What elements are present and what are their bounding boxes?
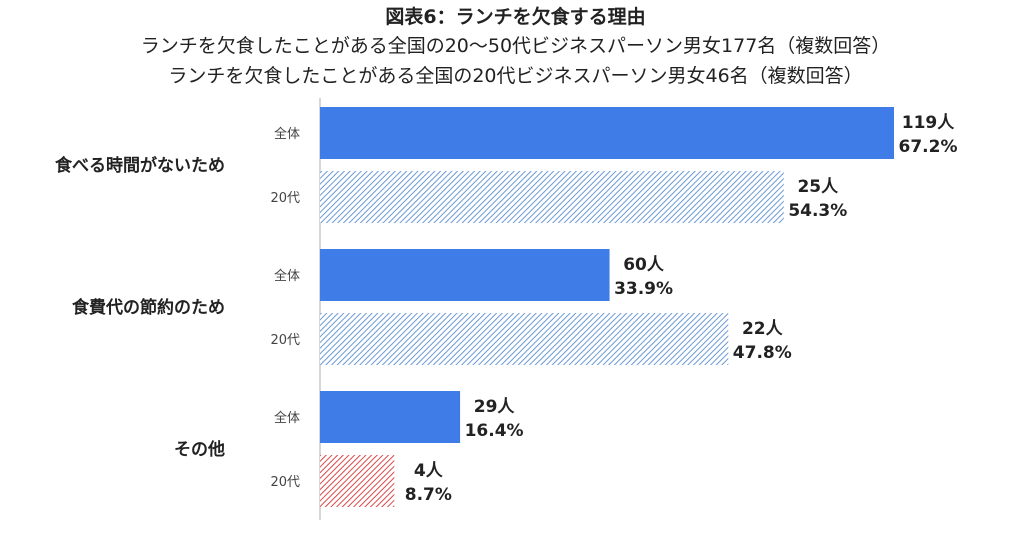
count-label: 25人 <box>797 177 839 197</box>
percent-label: 33.9% <box>614 279 673 299</box>
count-label: 119人 <box>902 113 955 133</box>
category-label: その他 <box>174 439 225 460</box>
bar-20s <box>320 171 784 223</box>
percent-label: 54.3% <box>788 201 847 221</box>
percent-label: 16.4% <box>465 421 524 441</box>
bar-overall <box>320 391 461 443</box>
series-label: 全体 <box>274 410 300 426</box>
bar-20s <box>320 455 395 507</box>
chart-title: 図表6：ランチを欠食する理由 <box>385 6 646 28</box>
percent-label: 47.8% <box>733 343 792 363</box>
series-label: 全体 <box>274 268 300 284</box>
series-label: 20代 <box>270 191 300 206</box>
series-label: 全体 <box>274 126 300 142</box>
series-label: 20代 <box>270 333 300 348</box>
bar-20s <box>320 313 729 365</box>
chart-subtitle-all: ランチを欠食したことがある全国の20～50代ビジネスパーソン男女177名（複数回… <box>140 35 891 57</box>
category-label: 食べる時間がないため <box>55 155 225 176</box>
count-label: 4人 <box>414 461 444 481</box>
count-label: 29人 <box>474 397 516 417</box>
series-label: 20代 <box>270 475 300 490</box>
bar-overall <box>320 107 894 159</box>
chart-subtitle-20s: ランチを欠食したことがある全国の20代ビジネスパーソン男女46名（複数回答） <box>168 65 863 87</box>
percent-label: 8.7% <box>405 485 452 505</box>
category-label: 食費代の節約のため <box>72 297 225 318</box>
count-label: 60人 <box>623 255 665 275</box>
bar-overall <box>320 249 610 301</box>
count-label: 22人 <box>742 319 784 339</box>
percent-label: 67.2% <box>899 137 958 157</box>
